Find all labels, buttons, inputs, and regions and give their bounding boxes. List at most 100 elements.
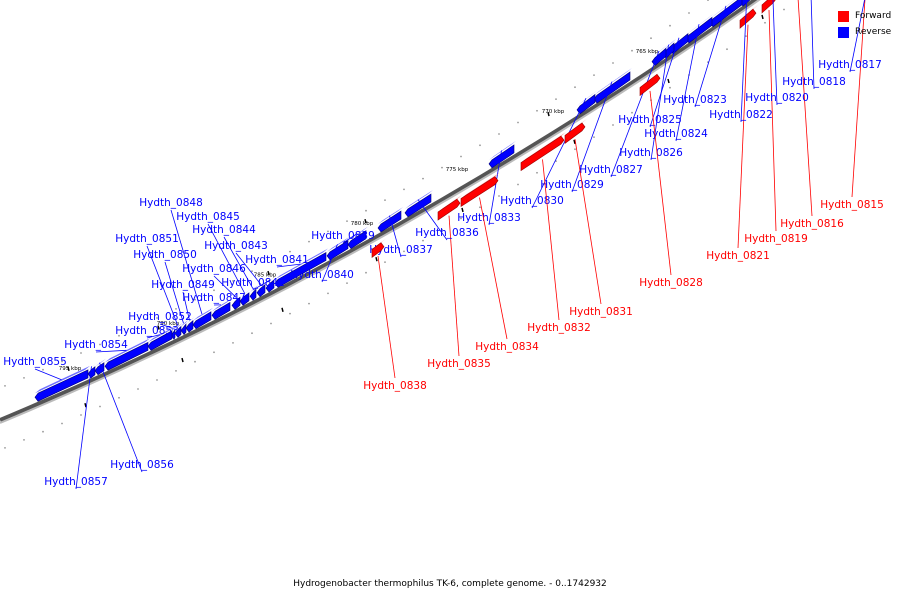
guide-dot — [517, 183, 519, 186]
gene-label: Hydth_0842 — [221, 277, 285, 289]
gene-hydth-0823[interactable]: Hydth_0823 — [663, 0, 744, 108]
leader-line — [542, 159, 560, 321]
gene-label: Hydth_0856 — [110, 459, 174, 471]
guide-dot — [232, 280, 234, 282]
tick-dash — [364, 219, 367, 224]
gene-bevel — [663, 39, 676, 51]
gene-hydth-0845[interactable]: Hydth_0845 — [176, 211, 251, 306]
gene-bevel — [232, 293, 242, 302]
leader-line — [159, 323, 174, 329]
gene-hydth-0838[interactable]: Hydth_0838 — [363, 238, 427, 392]
guide-dot — [327, 230, 329, 233]
guide-dot — [118, 396, 120, 399]
leader-line — [649, 37, 680, 128]
guide-dot — [365, 209, 367, 212]
guide-dot — [460, 217, 462, 220]
gene-label: Hydth_0855 — [3, 356, 67, 368]
gene-label: Hydth_0844 — [192, 224, 256, 236]
gene-hydth-0826[interactable]: Hydth_0826 — [619, 39, 683, 161]
gene-hydth-0848[interactable]: Hydth_0848 — [139, 197, 213, 330]
gene-arrow — [739, 8, 757, 29]
gene-label: Hydth_0846 — [182, 263, 246, 275]
gene-hydth-0818[interactable]: Hydth_0818 — [782, 0, 846, 90]
gene-hydth-0851[interactable]: Hydth_0851 — [115, 233, 183, 338]
gene-hydth-0819[interactable]: Hydth_0819 — [744, 0, 808, 245]
gene-hydth-0821[interactable]: Hydth_0821 — [706, 5, 770, 262]
gene-hydth-0839[interactable]: Hydth_0839 — [311, 226, 375, 250]
legend: Forward Reverse — [838, 8, 891, 40]
gene-hydth-0855[interactable]: Hydth_0855 — [3, 356, 90, 402]
gene-hydth-0820[interactable]: Hydth_0820 — [745, 0, 809, 106]
guide-dot — [517, 121, 519, 124]
tick-dash — [281, 307, 284, 312]
leader-line — [99, 362, 143, 473]
gene-hydth-0816[interactable]: Hydth_0816 — [780, 0, 844, 230]
guide-dot — [498, 195, 500, 197]
gene-hydth-0856[interactable]: Hydth_0856 — [94, 358, 174, 473]
gene-hydth-0844[interactable]: Hydth_0844 — [192, 224, 258, 301]
gene-bevel — [186, 316, 195, 325]
tick-dash — [667, 78, 670, 84]
leader-line — [75, 366, 92, 490]
tick-dash — [573, 139, 576, 144]
gene-hydth-0842[interactable]: Hydth_0842 — [221, 275, 285, 293]
gene-hydth-0837[interactable]: Hydth_0837 — [369, 207, 433, 258]
guide-dot — [650, 37, 652, 40]
gene-hydth-0841[interactable]: Hydth_0841 — [245, 248, 328, 288]
gene-hydth-0846[interactable]: Hydth_0846 — [182, 263, 246, 310]
guide-dot — [4, 447, 6, 449]
gene-arrow — [371, 242, 385, 258]
guide-dot — [175, 370, 177, 372]
tick-dash — [84, 403, 87, 408]
gene-arrow — [761, 0, 776, 14]
guide-dot — [441, 228, 443, 231]
gene-hydth-0831[interactable]: Hydth_0831 — [564, 118, 633, 318]
gene-hydth-0817[interactable]: Hydth_0817 — [818, 0, 900, 73]
gene-hydth-0833[interactable]: Hydth_0833 — [457, 140, 521, 226]
gene-hydth-0840[interactable]: Hydth_0840 — [290, 236, 354, 283]
gene-arrow — [377, 210, 402, 233]
guide-dot — [118, 334, 120, 337]
genome-backbone — [0, 0, 759, 422]
tick-label: 765 kbp — [636, 49, 659, 55]
gene-hydth-0836[interactable]: Hydth_0836 — [404, 189, 479, 241]
gene-bevel — [266, 275, 276, 285]
tick-dash — [181, 357, 184, 363]
tick-dash — [67, 366, 70, 371]
gene-bevel — [250, 285, 258, 293]
gene-label: Hydth_0848 — [139, 197, 203, 209]
gene-arrow — [94, 362, 105, 376]
gene-hydth-0822[interactable]: Hydth_0822 — [709, 0, 773, 123]
guide-dot — [194, 360, 196, 363]
guide-dot — [707, 0, 709, 1]
gene-hydth-0830[interactable]: Hydth_0830 — [500, 90, 597, 209]
guide-dot — [574, 148, 576, 151]
gene-bevel — [489, 140, 516, 160]
guide-dot — [156, 379, 158, 381]
gene-arrow — [520, 135, 565, 172]
gene-hydth-0827[interactable]: Hydth_0827 — [579, 44, 668, 178]
gene-hydth-0849[interactable]: Hydth_0849 — [151, 279, 215, 333]
gene-hydth-0815[interactable]: Hydth_0815 — [820, 0, 884, 211]
guide-dot — [612, 62, 614, 64]
gene-hydth-0824[interactable]: Hydth_0824 — [644, 13, 714, 142]
gene-hydth-0835[interactable]: Hydth_0835 — [427, 195, 491, 370]
leader-line — [571, 81, 613, 193]
gene-hydth-0828[interactable]: Hydth_0828 — [639, 70, 703, 289]
guide-dot — [156, 317, 158, 319]
gene-hydth-0857[interactable]: Hydth_0857 — [44, 362, 108, 490]
gene-hydth-0834[interactable]: Hydth_0834 — [460, 172, 539, 353]
gene-label: Hydth_0853 — [115, 325, 179, 337]
gene-hydth-0852[interactable]: Hydth_0852 — [128, 311, 192, 340]
gene-label: Hydth_0854 — [64, 339, 128, 351]
leader-line — [213, 275, 237, 298]
gene-hydth-0854[interactable]: Hydth_0854 — [64, 338, 150, 371]
leader-line — [146, 245, 179, 327]
guide-dot — [80, 352, 82, 354]
legend-reverse: Reverse — [838, 24, 891, 40]
gene-bevel — [378, 207, 403, 225]
gene-hydth-0853[interactable]: Hydth_0853 — [115, 325, 179, 351]
gene-bevel — [275, 248, 328, 280]
gene-hydth-0843[interactable]: Hydth_0843 — [204, 240, 268, 298]
gene-hydth-0832[interactable]: Hydth_0832 — [520, 132, 591, 334]
